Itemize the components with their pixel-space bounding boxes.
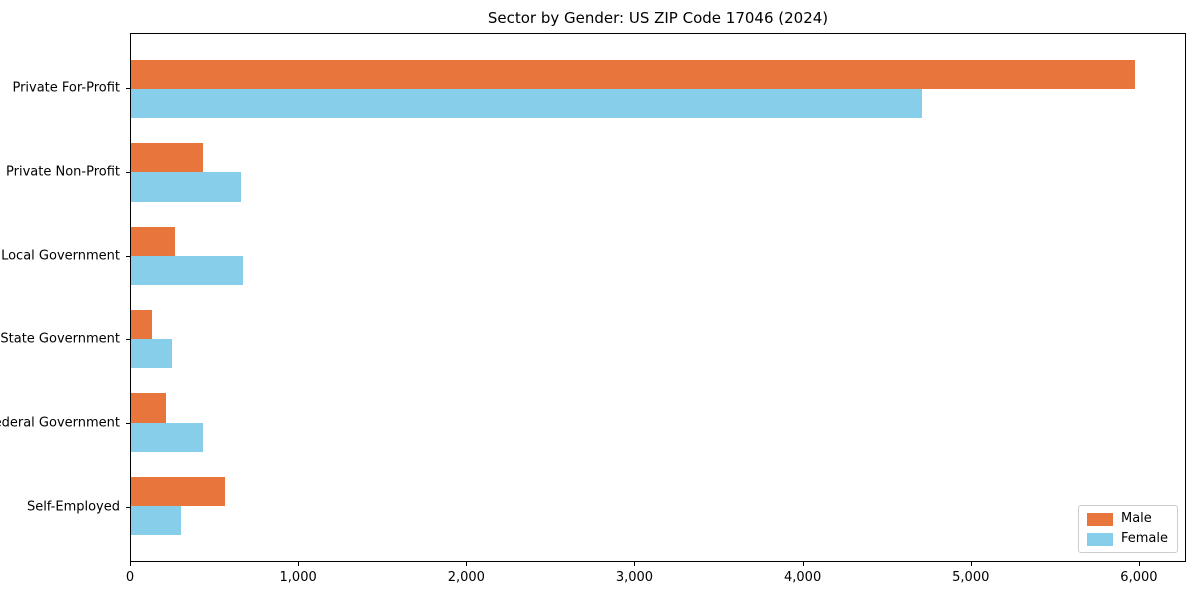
- bar-female-5: [131, 505, 181, 536]
- legend: Male Female: [1077, 505, 1178, 553]
- y-tick-mark: [126, 171, 130, 173]
- bar-male-1: [131, 143, 204, 173]
- bar-male-5: [131, 476, 225, 506]
- y-tick-mark: [126, 255, 130, 257]
- bar-female-1: [131, 172, 241, 202]
- legend-label-male: Male: [1120, 511, 1152, 526]
- legend-item-male: Male: [1086, 511, 1168, 526]
- x-tick-mark: [970, 562, 972, 566]
- y-tick-mark: [126, 339, 130, 341]
- plot-area: Male Female: [130, 33, 1186, 562]
- bar-male-4: [131, 393, 167, 423]
- x-tick-mark: [466, 562, 468, 566]
- x-tick-mark: [298, 562, 300, 566]
- legend-item-female: Female: [1086, 531, 1168, 546]
- chart-title: Sector by Gender: US ZIP Code 17046 (202…: [487, 9, 829, 27]
- x-axis-tick-label-6: 6,000: [1120, 570, 1158, 585]
- y-axis-label-1: Private Non-Profit: [6, 164, 120, 180]
- bar-female-3: [131, 339, 173, 369]
- y-tick-mark: [126, 506, 130, 508]
- x-axis-tick-label-3: 3,000: [615, 570, 654, 585]
- bar-female-2: [131, 255, 244, 285]
- y-axis-label-5: Self-Employed: [26, 499, 120, 515]
- legend-swatch-female: [1086, 532, 1113, 546]
- x-axis-tick-label-4: 4,000: [784, 570, 822, 585]
- bars-layer: [131, 34, 1185, 561]
- y-axis-label-4: Federal Government: [0, 415, 120, 431]
- bar-female-0: [131, 89, 922, 119]
- x-axis-tick-label-1: 1,000: [279, 570, 317, 585]
- bar-male-3: [131, 310, 152, 340]
- x-tick-mark: [1138, 562, 1140, 566]
- bar-male-0: [131, 59, 1135, 90]
- legend-label-female: Female: [1120, 531, 1168, 546]
- x-tick-mark: [802, 562, 804, 566]
- y-tick-mark: [126, 88, 130, 90]
- bar-male-2: [131, 226, 175, 256]
- y-axis-label-2: Local Government: [1, 248, 120, 264]
- x-axis-tick-label-2: 2,000: [447, 570, 485, 585]
- y-tick-mark: [126, 423, 130, 425]
- x-axis-tick-label-5: 5,000: [952, 570, 990, 585]
- y-axis-label-0: Private For-Profit: [12, 80, 120, 96]
- x-tick-mark: [634, 562, 636, 566]
- y-axis-label-3: State Government: [0, 331, 120, 347]
- legend-swatch-male: [1086, 512, 1113, 526]
- x-axis: 0 1,000 2,000 3,000 4,000 5,000 6,000: [126, 562, 1186, 594]
- bar-female-4: [131, 422, 204, 452]
- y-axis: Private For-Profit Private Non-Profit Loca…: [0, 33, 130, 562]
- x-axis-tick-label-0: 0: [125, 570, 135, 585]
- x-tick-mark: [130, 562, 131, 566]
